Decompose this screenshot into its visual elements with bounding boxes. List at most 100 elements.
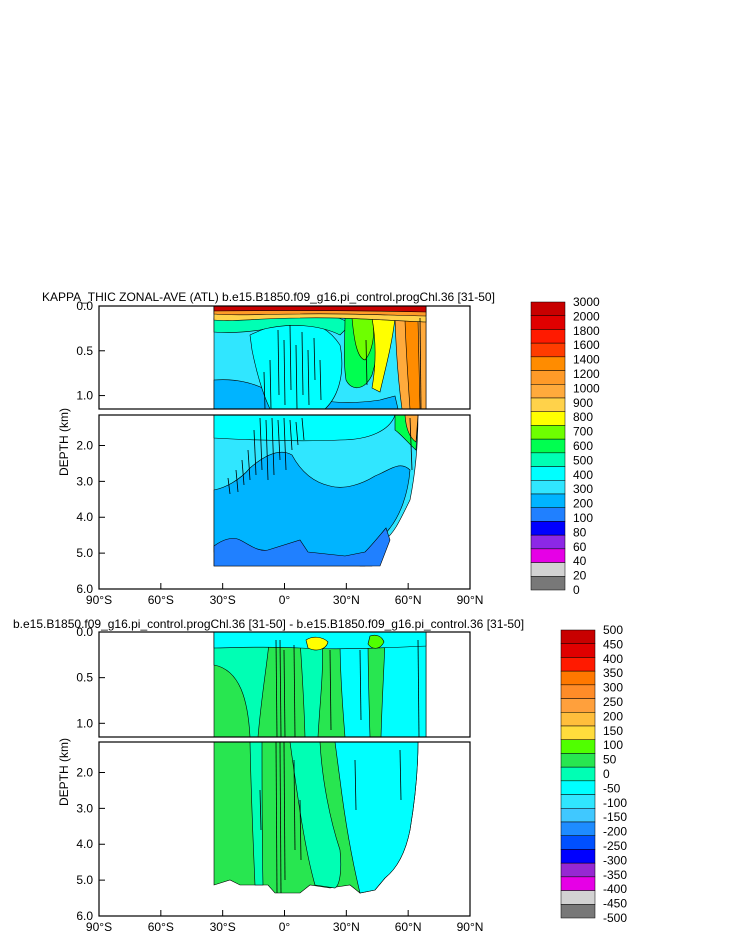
y-tick-label: 6.0: [76, 582, 93, 596]
y-tick-label: 0.0: [76, 625, 93, 639]
colorbar-label: -100: [603, 796, 627, 810]
lower-field-topband-cyan: [213, 415, 396, 442]
y-tick-label: 0.0: [76, 299, 93, 313]
colorbar-label: 200: [603, 709, 623, 723]
lower-field-noise: [227, 417, 413, 495]
x-tick-label: 0°: [279, 920, 291, 934]
colorbar-label: 1400: [573, 353, 600, 367]
y-tick-label: 2.0: [76, 765, 93, 779]
y-tick-label: 5.0: [76, 546, 93, 560]
y-tick-label: 0.5: [76, 671, 93, 685]
colorbar-swatch: [560, 766, 596, 782]
colorbar-swatch: [530, 521, 566, 536]
colorbar-label: -200: [603, 825, 627, 839]
x-tick-label: 90°S: [86, 593, 112, 607]
colorbar-swatch: [530, 466, 566, 481]
x-tick-label: 60°N: [395, 920, 422, 934]
panel-2-upper-frame: [98, 631, 471, 738]
colorbar-swatch: [560, 684, 596, 699]
colorbar-swatch: [530, 425, 566, 440]
colorbar-label: 150: [603, 724, 623, 738]
colorbar-label: 600: [573, 439, 593, 453]
colorbar-swatch: [530, 438, 566, 454]
colorbar-label: 400: [573, 468, 593, 482]
colorbar-label: 3000: [573, 295, 600, 309]
upper2-field-cyan-left: [213, 632, 271, 737]
y-tick-label: 3.0: [76, 801, 93, 815]
colorbar-label: 500: [573, 453, 593, 467]
colorbar-label: -350: [603, 868, 627, 882]
colorbar-swatch: [560, 629, 596, 644]
colorbar-label: -50: [603, 781, 621, 795]
colorbar-label: 300: [573, 482, 593, 496]
x-tick-label: 60°S: [148, 593, 174, 607]
colorbar-label: 900: [573, 396, 593, 410]
colorbar-swatch: [530, 452, 566, 467]
colorbar-swatch: [560, 725, 596, 740]
panel-2-lower-field: [213, 742, 419, 894]
panel-1-upper-frame: [98, 305, 471, 410]
upper2-field-noise: [275, 639, 420, 737]
colorbar-swatch: [560, 794, 596, 809]
y-tick-label: 6.0: [76, 909, 93, 923]
lower-field-300: [213, 451, 411, 567]
upper2-field-green-patch: [367, 634, 385, 649]
colorbar-label: 100: [573, 511, 593, 525]
upper2-field-cyan-mid: [299, 639, 323, 737]
colorbar-label: -450: [603, 897, 627, 911]
colorbar-swatch: [560, 739, 596, 754]
panel-2-y-ticks: 0.0 0.5 1.0 2.0 3.0 4.0 5.0 6.0: [76, 625, 105, 923]
colorbar-swatch: [560, 698, 596, 713]
colorbar-swatch: [530, 329, 566, 344]
colorbar-swatch: [530, 301, 566, 316]
x-tick-label: 30°S: [210, 920, 236, 934]
x-tick-label: 60°N: [395, 593, 422, 607]
colorbar-label: 800: [573, 410, 593, 424]
upper-field-surface-3: [213, 306, 427, 313]
colorbar-label: -400: [603, 882, 627, 896]
colorbar-swatch: [560, 849, 596, 864]
colorbar-swatch: [530, 356, 566, 371]
x-tick-label: 90°N: [457, 593, 484, 607]
colorbar-swatch: [560, 670, 596, 686]
colorbar-label: 1600: [573, 338, 600, 352]
lower2-field-noise: [259, 742, 402, 894]
colorbar-swatch: [530, 562, 566, 577]
colorbar-label: 2000: [573, 309, 600, 323]
colorbar-swatch: [530, 411, 566, 426]
colorbar-swatch: [530, 534, 566, 550]
panel-1-lower-field: [213, 415, 419, 567]
colorbar-label: 60: [573, 540, 587, 554]
y-tick-label: 0.5: [76, 344, 93, 358]
x-tick-label: 60°S: [148, 920, 174, 934]
colorbar-swatch: [560, 643, 596, 658]
panel-1-x-ticks: 90°S 60°S 30°S 0° 30°N 60°N 90°N: [86, 583, 483, 607]
colorbar-label: 250: [603, 695, 623, 709]
y-tick-label: 1.0: [76, 389, 93, 403]
colorbar-swatch: [530, 548, 566, 563]
panel-1-colorbar: 3000200018001600140012001000900800700600…: [530, 295, 600, 597]
lower-field-200: [213, 527, 391, 567]
colorbar-swatch: [530, 342, 566, 358]
colorbar-label: -150: [603, 810, 627, 824]
y-tick-label: 1.0: [76, 716, 93, 730]
panel-1: KAPPA_THIC ZONAL-AVE (ATL) b.e15.B1850.f…: [42, 290, 600, 607]
colorbar-label: 1800: [573, 324, 600, 338]
colorbar-swatch: [560, 890, 596, 905]
upper2-field-green-ridge: [367, 639, 386, 737]
x-tick-label: 90°S: [86, 920, 112, 934]
panel-1-upper-field: [213, 306, 427, 409]
y-tick-label: 5.0: [76, 873, 93, 887]
colorbar-swatch: [560, 862, 596, 878]
upper2-field-yellow-patch: [305, 636, 329, 651]
colorbar-label: 500: [603, 623, 623, 637]
colorbar-swatch: [560, 821, 596, 836]
colorbar-label: -500: [603, 911, 627, 925]
colorbar-label: 450: [603, 637, 623, 651]
y-tick-label: 4.0: [76, 837, 93, 851]
colorbar-label: 100: [603, 738, 623, 752]
colorbar-swatch: [560, 835, 596, 850]
x-tick-label: 30°S: [210, 593, 236, 607]
colorbar-swatch: [530, 384, 566, 399]
